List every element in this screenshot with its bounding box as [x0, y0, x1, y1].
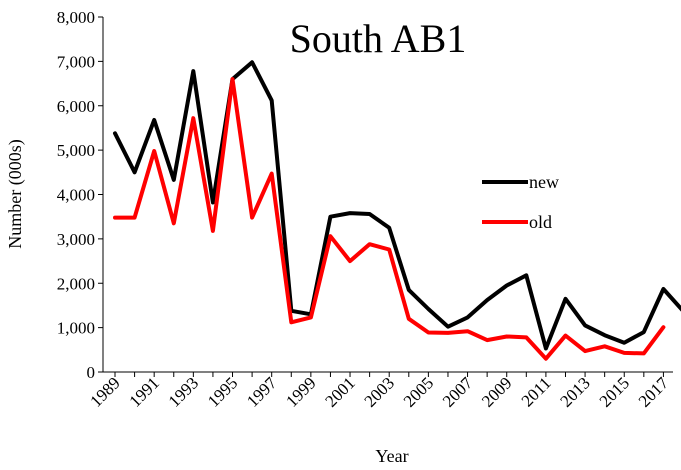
y-tick-label: 7,000: [57, 52, 95, 71]
chart-title: South AB1: [290, 16, 467, 61]
y-tick-label: 8,000: [57, 8, 95, 27]
y-tick-label: 2,000: [57, 274, 95, 293]
x-tick-label: 2015: [596, 373, 633, 410]
x-tick-label: 1997: [243, 373, 281, 411]
x-tick-label: 2011: [518, 373, 555, 410]
x-tick-label: 2009: [478, 373, 515, 410]
series-group: [113, 60, 681, 361]
x-tick-label: 2007: [439, 373, 477, 411]
x-tick-label: 2005: [400, 373, 437, 410]
series-line-new: [113, 60, 681, 351]
x-tick-label: 2013: [556, 373, 593, 410]
legend-label-new: new: [529, 172, 559, 192]
x-tick-label: 1991: [126, 373, 163, 410]
x-tick-label: 2001: [321, 373, 358, 410]
y-tick-label: 3,000: [57, 230, 95, 249]
y-tick-label: 5,000: [57, 141, 95, 160]
y-tick-label: 4,000: [57, 186, 95, 205]
x-tick-label: 1995: [204, 373, 241, 410]
x-axis-title: Year: [375, 446, 408, 466]
x-tick-label: 1993: [165, 373, 202, 410]
legend-label-old: old: [529, 212, 552, 232]
y-axis-title: Number (000s): [5, 139, 26, 248]
y-tick-label: 6,000: [57, 97, 95, 116]
x-tick-label: 2017: [635, 373, 673, 411]
y-tick-label: 1,000: [57, 319, 95, 338]
y-axis-ticks: 0 1,000 2,000 3,000 4,000 5,000 6,000 7,000 8,00…: [57, 8, 103, 382]
y-tick-label: 0: [87, 363, 96, 382]
x-tick-label: 2003: [361, 373, 398, 410]
x-tick-label: 1999: [282, 373, 319, 410]
x-axis-ticks: 1989 1991 1993 1995 1997 1999 2001 2003 2005 2007…: [86, 372, 673, 411]
series-line-old: [113, 77, 666, 361]
legend: new old: [482, 172, 559, 232]
